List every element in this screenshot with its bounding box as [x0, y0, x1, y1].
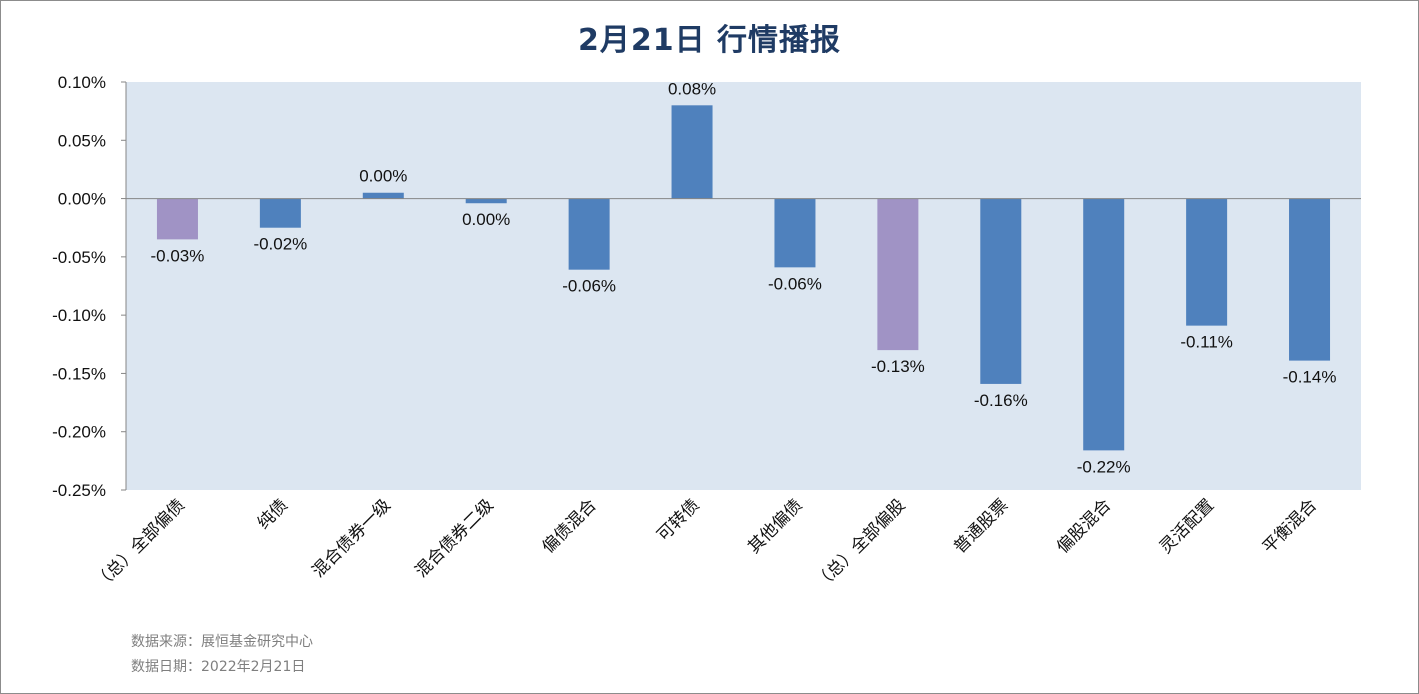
category-label: 普通股票	[950, 495, 1012, 557]
bar	[1083, 198, 1125, 451]
y-tick-label: -0.20%	[52, 423, 106, 442]
y-tick-label: 0.00%	[58, 190, 106, 209]
bar	[465, 198, 507, 204]
category-labels-group: （总）全部偏债 纯债 混合债券一级 混合债券二级 偏债混合 可转债 其他偏债 （总）全部偏股普…	[91, 495, 1321, 593]
bar	[671, 105, 713, 199]
data-label: -0.22%	[1077, 457, 1131, 476]
bar	[362, 192, 404, 199]
y-tick-label: -0.05%	[52, 248, 106, 267]
data-label: 0.00%	[359, 167, 407, 186]
bar	[259, 198, 301, 228]
bar	[980, 198, 1022, 384]
data-label: -0.11%	[1180, 333, 1233, 352]
data-labels-group: -0.03% -0.02% 0.00% 0.00% -0.06% 0.08% -0.06% -…	[151, 79, 1337, 476]
bars-group	[156, 105, 1331, 451]
bar	[1289, 198, 1331, 361]
data-label: -0.14%	[1283, 368, 1337, 387]
category-label: 可转债	[653, 495, 703, 545]
data-label: -0.06%	[562, 277, 616, 296]
y-tick-label: -0.10%	[52, 306, 106, 325]
category-label: 偏股混合	[1053, 495, 1115, 557]
data-label: -0.06%	[768, 274, 822, 293]
y-tick-label: 0.05%	[58, 131, 106, 150]
bar	[774, 198, 816, 268]
data-label: -0.13%	[871, 357, 925, 376]
source-note: 数据来源：展恒基金研究中心	[131, 634, 313, 650]
category-label: 其他偏债	[744, 495, 806, 557]
category-label: 纯债	[254, 495, 292, 533]
data-label: 0.08%	[668, 79, 716, 98]
category-label: 混合债券一级	[309, 495, 395, 581]
chart-title: 2月21日 行情播报	[577, 23, 842, 58]
bar	[1186, 198, 1228, 326]
bar	[877, 198, 919, 351]
category-label: （总）全部偏股	[811, 495, 909, 593]
y-tick-label: -0.25%	[52, 481, 106, 500]
data-label: -0.03%	[151, 246, 205, 265]
y-tick-label: -0.15%	[52, 364, 106, 383]
bar	[568, 198, 610, 270]
date-note: 数据日期：2022年2月21日	[131, 659, 306, 675]
y-axis-ticks: 0.10% 0.05% 0.00% -0.05% -0.10% -0.15% -0.20% -…	[52, 73, 126, 500]
data-label: 0.00%	[462, 210, 510, 229]
category-label: 偏债混合	[538, 495, 600, 557]
category-label: 灵活配置	[1156, 495, 1218, 557]
category-label: （总）全部偏债	[91, 495, 189, 593]
plot-area	[126, 82, 1361, 490]
category-label: 平衡混合	[1259, 495, 1321, 557]
bar	[156, 198, 198, 240]
data-label: -0.16%	[974, 391, 1028, 410]
category-label: 混合债券二级	[411, 495, 497, 581]
y-tick-label: 0.10%	[58, 73, 106, 92]
data-label: -0.02%	[253, 235, 307, 254]
